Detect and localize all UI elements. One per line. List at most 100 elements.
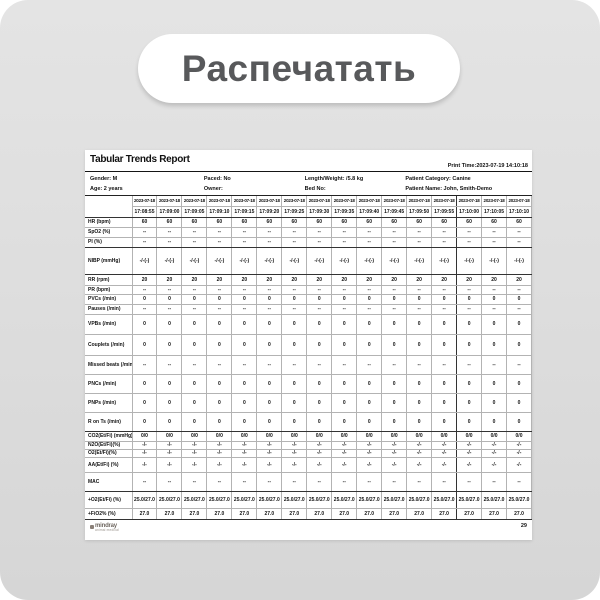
value-cell: 0 — [181, 393, 207, 413]
patient-info-field: Age: 2 years — [90, 186, 123, 192]
value-cell: 0 — [456, 412, 482, 432]
value-cell: 0 — [381, 374, 407, 394]
value-cell: 0 — [481, 334, 507, 356]
value-cell: 25.0/27.0 — [406, 491, 432, 509]
table-row: R on Ts (/min) 0 0 0 0 0 0 0 0 0 0 0 0 0 0 0 0 — [85, 412, 532, 432]
value-cell: -/- — [231, 441, 257, 450]
value-cell: 20 — [406, 274, 432, 286]
value-cell: -/- — [206, 441, 232, 450]
value-cell: -- — [331, 304, 357, 315]
value-cell: 0 — [206, 294, 232, 305]
value-cell: 0 — [131, 314, 157, 335]
value-cell: -- — [206, 237, 232, 248]
value-cell: 0 — [131, 374, 157, 394]
value-cell: -- — [356, 472, 382, 492]
value-cell: 0 — [381, 412, 407, 432]
value-cell: 0 — [431, 393, 457, 413]
value-cell: -- — [281, 355, 307, 375]
value-cell: -/- — [206, 457, 232, 473]
value-cell: 0 — [256, 334, 282, 356]
value-cell: 0 — [306, 294, 332, 305]
value-cell: -- — [131, 355, 157, 375]
row-label: +O2(Et/Fi) (%) — [85, 491, 132, 509]
value-cell: 0 — [406, 412, 432, 432]
value-cell: -- — [356, 355, 382, 375]
value-cell: 0/0 — [231, 431, 257, 442]
value-cell: 60 — [256, 217, 282, 228]
value-cell: 27.0 — [381, 508, 407, 520]
table-header-corner — [85, 196, 132, 218]
value-cell: 0 — [481, 314, 507, 335]
value-cell: -/- — [156, 441, 182, 450]
value-cell: 0 — [431, 412, 457, 432]
value-cell: -- — [306, 355, 332, 375]
print-time: Print Time:2023-07-19 14:10:18 — [447, 163, 528, 169]
date-header-cell: 2023-07-18 — [406, 196, 432, 207]
time-header-cell: 17:09:55 — [431, 206, 457, 218]
value-cell: -- — [406, 237, 432, 248]
value-cell: -- — [431, 285, 457, 295]
value-cell: 0 — [281, 294, 307, 305]
value-cell: 25.0/27.0 — [431, 491, 457, 509]
date-header-cell: 2023-07-18 — [156, 196, 182, 207]
value-cell: -- — [281, 227, 307, 238]
value-cell: -- — [506, 227, 532, 238]
value-cell: 0 — [131, 294, 157, 305]
date-header-cell: 2023-07-18 — [231, 196, 257, 207]
value-cell: -- — [456, 285, 482, 295]
time-header-cell: 17:10:05 — [481, 206, 507, 218]
value-cell: -- — [456, 237, 482, 248]
value-cell: 0/0 — [506, 431, 532, 442]
row-label: NIBP (mmHg) — [85, 247, 132, 275]
value-cell: 20 — [181, 274, 207, 286]
value-cell: -/- — [156, 449, 182, 458]
value-cell: -/- — [181, 441, 207, 450]
value-cell: 0 — [506, 334, 532, 356]
print-button[interactable]: Распечатать — [138, 34, 460, 103]
value-cell: 27.0 — [131, 508, 157, 520]
row-label: +FiO2% (%) — [85, 508, 132, 520]
value-cell: 20 — [506, 274, 532, 286]
value-cell: -/- — [256, 449, 282, 458]
value-cell: -/- — [431, 449, 457, 458]
time-header-cell: 17:09:30 — [306, 206, 332, 218]
value-cell: -- — [256, 285, 282, 295]
value-cell: 0 — [481, 412, 507, 432]
value-cell: 0 — [231, 334, 257, 356]
value-cell: -- — [481, 227, 507, 238]
value-cell: -/-(-) — [481, 247, 507, 275]
value-cell: -- — [231, 304, 257, 315]
value-cell: -/- — [481, 457, 507, 473]
value-cell: -/- — [281, 449, 307, 458]
value-cell: -/-(-) — [281, 247, 307, 275]
value-cell: 60 — [306, 217, 332, 228]
value-cell: -- — [306, 237, 332, 248]
report-title: Tabular Trends Report — [90, 154, 190, 165]
table-row: AA(Et/Fi) (%) -/- -/- -/- -/- -/- -/- -/- -/- -/-… — [85, 457, 532, 473]
value-cell: 0 — [481, 374, 507, 394]
value-cell: -- — [281, 304, 307, 315]
value-cell: 0 — [431, 374, 457, 394]
value-cell: 0 — [331, 314, 357, 335]
value-cell: 60 — [381, 217, 407, 228]
value-cell: 20 — [356, 274, 382, 286]
patient-info-field: Length/Weight: /5.8 kg — [304, 176, 364, 182]
value-cell: 20 — [381, 274, 407, 286]
value-cell: 0/0 — [306, 431, 332, 442]
row-label: Pauses (/min) — [85, 304, 132, 315]
value-cell: -/- — [506, 441, 532, 450]
value-cell: 0 — [206, 374, 232, 394]
value-cell: 0 — [306, 374, 332, 394]
value-cell: 0 — [131, 412, 157, 432]
value-cell: -- — [231, 237, 257, 248]
value-cell: -- — [356, 237, 382, 248]
patient-info-field: Patient Name: John, Smith-Demo — [405, 186, 493, 192]
value-cell: 0 — [406, 374, 432, 394]
value-cell: 0/0 — [131, 431, 157, 442]
value-cell: 27.0 — [156, 508, 182, 520]
value-cell: -- — [206, 472, 232, 492]
value-cell: 20 — [131, 274, 157, 286]
value-cell: 0 — [456, 374, 482, 394]
row-label: HR (bpm) — [85, 217, 132, 228]
value-cell: -- — [181, 237, 207, 248]
